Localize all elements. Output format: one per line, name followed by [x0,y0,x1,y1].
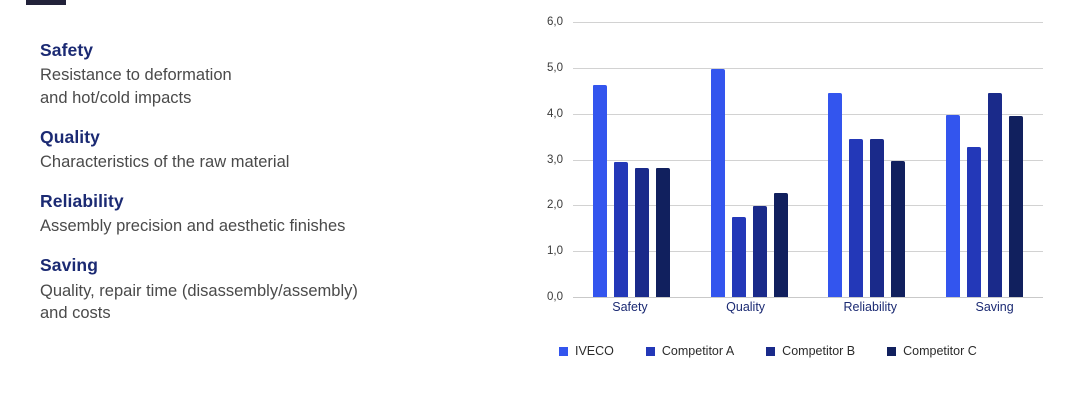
y-axis: 6,0 5,0 4,0 3,0 2,0 1,0 0,0 [533,16,567,303]
bar[interactable] [891,161,906,297]
plot-area [573,22,1043,298]
feature-title-quality: Quality [40,126,101,147]
gridline [573,113,1043,115]
bar[interactable] [966,147,981,297]
bar[interactable] [710,69,725,297]
x-axis: Safety Quality Reliability Saving [573,300,1053,322]
legend-swatch-icon [559,346,568,356]
gridline [573,205,1043,207]
feature-description-quality: Characteristics of the raw material [40,153,290,172]
feature-title-saving: Saving [40,255,98,276]
legend-swatch-icon [887,346,897,356]
feature-block-saving: Saving Quality, repair time (disassembly… [40,253,470,325]
legend-item[interactable]: Competitor C [887,344,977,358]
legend-item[interactable]: Competitor A [645,344,735,358]
gridline [573,159,1043,161]
legend-swatch-icon [766,346,776,356]
y-axis-tick: 2,0 [547,199,563,212]
benchmark-bar-chart: 6,0 5,0 4,0 3,0 2,0 1,0 0,0 Safety Quality Relia… [533,16,1053,392]
legend-label: Competitor A [661,344,735,358]
bar-group [593,22,671,297]
y-axis-tick: 1,0 [547,245,563,258]
feature-title-safety: Safety [40,40,94,60]
legend-label: Competitor C [903,344,977,358]
feature-block-reliability: Reliability Assembly precision and aesth… [40,189,470,238]
bar[interactable] [1008,115,1023,297]
bar[interactable] [849,139,864,297]
gridline [573,67,1043,69]
y-axis-tick: 6,0 [547,16,563,28]
y-axis-tick: 0,0 [547,291,563,303]
feature-block-quality: Quality Characteristics of the raw mater… [40,125,470,174]
feature-description-saving: Quality, repair time (disassembly/assemb… [40,281,358,323]
feature-description-reliability: Assembly precision and aesthetic finishe… [40,217,346,236]
bar-group [945,22,1023,297]
bar[interactable] [731,216,746,297]
y-axis-tick: 5,0 [547,61,563,74]
bar-group [710,22,788,297]
bar[interactable] [945,115,960,297]
gridline [573,251,1043,253]
gridline [573,22,1043,23]
feature-list: Safety Resistance to deformation and hot… [40,38,470,325]
feature-title-reliability: Reliability [40,191,124,212]
legend-swatch-icon [645,346,655,356]
bar[interactable] [828,93,843,297]
chart-legend: IVECO Competitor A Competitor B Competitor … [559,344,977,358]
legend-item[interactable]: Competitor B [766,344,855,358]
feature-block-safety: Safety Resistance to deformation and hot… [40,38,470,110]
axis-baseline [573,297,1043,298]
bar[interactable] [635,167,650,297]
legend-label: IVECO [575,344,614,358]
top-left-accent-bar [26,0,66,5]
bar-group [828,22,906,297]
chart-plot-wrapper: 6,0 5,0 4,0 3,0 2,0 1,0 0,0 [533,16,1043,303]
feature-description-safety: Resistance to deformation and hot/cold i… [40,66,232,108]
x-axis-label: Safety [612,300,648,314]
x-axis-label: Quality [726,300,766,314]
bar[interactable] [656,167,671,297]
legend-label: Competitor B [782,344,856,358]
bar[interactable] [987,93,1002,297]
bar[interactable] [870,139,885,297]
bar[interactable] [593,85,608,297]
bar[interactable] [773,192,788,297]
x-axis-label: Saving [975,300,1014,314]
bars-layer [573,22,1043,297]
y-axis-tick: 3,0 [547,153,563,166]
bar[interactable] [614,161,629,297]
y-axis-tick: 4,0 [547,107,563,120]
x-axis-label: Reliability [843,300,898,314]
bar[interactable] [752,206,767,297]
legend-item[interactable]: IVECO [559,344,614,358]
